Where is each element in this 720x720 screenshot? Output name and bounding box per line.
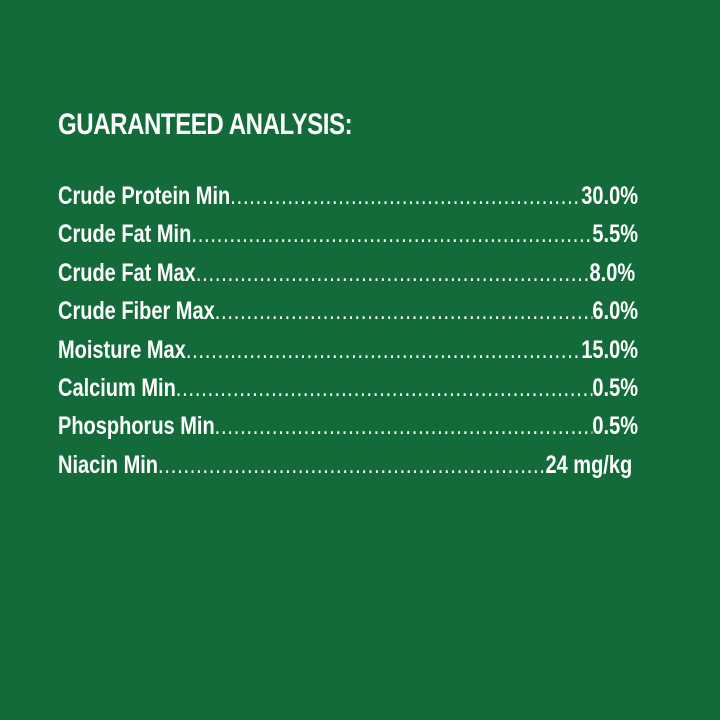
dot-leader [215,292,593,330]
analysis-row: Moisture Max 15.0% [58,331,638,369]
nutrient-value: 8.0% [589,258,636,287]
analysis-row: Crude Fat Min 5.5% [58,215,638,253]
nutrient-label: Moisture Max [58,335,186,364]
nutrient-label: Crude Fiber Max [58,297,215,326]
nutrient-label: Niacin Min [58,450,159,479]
analysis-list: Crude Protein Min30.0%Crude Fat Min5.5%C… [58,177,638,484]
analysis-row: Crude Protein Min 30.0% [58,177,638,215]
dot-leader [215,407,593,445]
dot-leader [191,215,592,253]
nutrient-label: Crude Fat Max [58,258,196,287]
guaranteed-analysis-panel: GUARANTEED ANALYSIS: Crude Protein Min 30… [58,106,638,484]
analysis-row: Calcium Min 0.5% [58,369,638,407]
dot-leader [196,254,590,292]
analysis-row: Crude Fat Max 8.0% [58,254,635,292]
nutrient-value: 30.0% [581,182,638,210]
dot-leader [158,446,545,484]
dot-leader [186,331,581,369]
analysis-row: Niacin Min 24 mg/kg [58,446,632,484]
nutrient-value: 0.5% [592,373,638,402]
nutrient-label: Crude Protein Min [58,182,231,210]
nutrient-value: 24 mg/kg [545,450,633,479]
analysis-title: GUARANTEED ANALYSIS: [58,108,353,141]
nutrient-label: Calcium Min [58,373,176,402]
nutrient-label: Phosphorus Min [58,412,215,441]
nutrient-label: Crude Fat Min [58,220,192,249]
dot-leader [176,369,593,407]
nutrient-value: 6.0% [592,297,638,326]
analysis-row: Phosphorus Min 0.5% [58,407,638,445]
nutrient-value: 0.5% [592,412,638,441]
nutrient-value: 5.5% [592,220,638,249]
analysis-row: Crude Fiber Max 6.0% [58,292,638,330]
dot-leader [230,177,581,215]
nutrient-value: 15.0% [581,335,638,364]
